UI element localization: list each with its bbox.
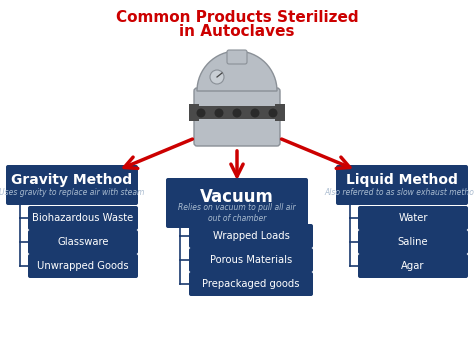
Circle shape	[250, 108, 259, 118]
Wedge shape	[197, 51, 277, 91]
Circle shape	[233, 108, 241, 118]
Text: in Autoclaves: in Autoclaves	[179, 24, 295, 39]
Text: Porous Materials: Porous Materials	[210, 255, 292, 265]
Text: Also referred to as slow exhaust method: Also referred to as slow exhaust method	[325, 188, 474, 197]
Circle shape	[215, 108, 224, 118]
Text: Biohazardous Waste: Biohazardous Waste	[32, 213, 134, 223]
Text: Liquid Method: Liquid Method	[346, 173, 458, 187]
Text: Vacuum: Vacuum	[200, 188, 274, 206]
Text: Gravity Method: Gravity Method	[11, 173, 133, 187]
Text: Wrapped Loads: Wrapped Loads	[212, 231, 290, 241]
FancyBboxPatch shape	[194, 88, 280, 146]
FancyBboxPatch shape	[189, 272, 313, 296]
FancyBboxPatch shape	[358, 230, 468, 254]
Circle shape	[210, 70, 224, 84]
Text: Relies on vacuum to pull all air
out of chamber: Relies on vacuum to pull all air out of …	[178, 203, 296, 223]
Bar	[275, 104, 285, 121]
Circle shape	[197, 108, 206, 118]
FancyBboxPatch shape	[189, 248, 313, 272]
Circle shape	[268, 108, 277, 118]
FancyBboxPatch shape	[358, 206, 468, 230]
FancyBboxPatch shape	[336, 165, 468, 205]
Text: Uses gravity to replace air with steam: Uses gravity to replace air with steam	[0, 188, 145, 197]
Text: Unwrapped Goods: Unwrapped Goods	[37, 261, 129, 271]
Text: Water: Water	[398, 213, 428, 223]
Text: Common Products Sterilized: Common Products Sterilized	[116, 10, 358, 25]
FancyBboxPatch shape	[28, 230, 138, 254]
FancyBboxPatch shape	[28, 206, 138, 230]
Bar	[189, 106, 285, 119]
Text: Prepackaged goods: Prepackaged goods	[202, 279, 300, 289]
FancyBboxPatch shape	[28, 254, 138, 278]
Text: Saline: Saline	[398, 237, 428, 247]
FancyBboxPatch shape	[189, 224, 313, 248]
Bar	[189, 104, 199, 121]
FancyBboxPatch shape	[166, 178, 308, 228]
FancyBboxPatch shape	[358, 254, 468, 278]
Text: Agar: Agar	[401, 261, 425, 271]
Text: Glassware: Glassware	[57, 237, 109, 247]
FancyBboxPatch shape	[6, 165, 138, 205]
FancyBboxPatch shape	[227, 50, 247, 64]
